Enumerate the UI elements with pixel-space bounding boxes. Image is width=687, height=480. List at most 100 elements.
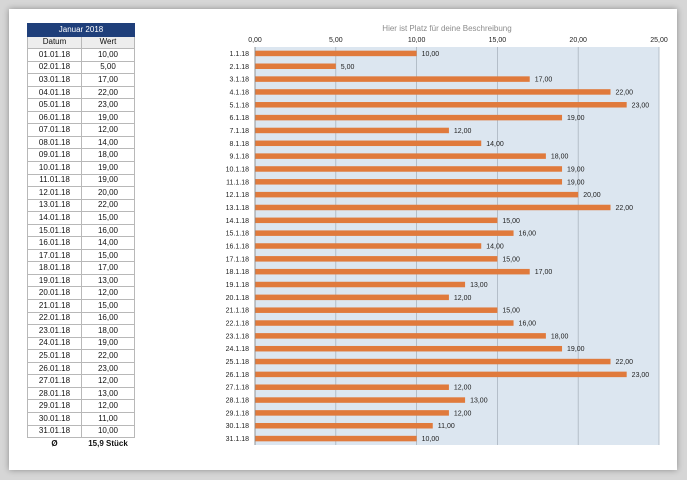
bar: [255, 345, 563, 352]
bar: [255, 63, 336, 70]
table-row: 12.01.18 20,00: [27, 186, 135, 200]
header-date[interactable]: Datum: [27, 35, 82, 50]
data-label: 16,00: [519, 321, 537, 328]
table-footer-row: Ø 15,9 Stück: [28, 438, 135, 450]
data-label: 15,00: [502, 218, 520, 225]
table-row: 06.01.18 19,00: [27, 110, 135, 125]
table-title-row: Januar 2018: [27, 23, 135, 37]
x-tick-label: 0,00: [248, 37, 262, 44]
data-label: 12,00: [454, 295, 472, 302]
data-label: 14,00: [486, 141, 504, 148]
data-table: Januar 2018 Datum Wert 01.01.18 10,00 02.0…: [27, 23, 135, 450]
category-label: 18.1.18: [226, 269, 249, 276]
category-label: 22.1.18: [226, 321, 249, 328]
bar: [255, 333, 546, 339]
table-row: 25.01.18 22,00: [27, 349, 135, 363]
category-label: 10.1.18: [226, 166, 249, 173]
table-row: 23.01.18 18,00: [27, 324, 135, 338]
data-label: 13,00: [470, 398, 488, 405]
data-label: 11,00: [438, 423, 455, 430]
data-label: 23,00: [632, 102, 650, 109]
category-label: 27.1.18: [226, 385, 249, 392]
category-label: 3.1.18: [230, 77, 250, 84]
table-row: 30.01.18 11,00: [27, 411, 135, 426]
bar: [255, 320, 514, 326]
data-label: 18,00: [551, 154, 569, 161]
bar: [255, 230, 514, 236]
x-tick-label: 20,00: [569, 37, 587, 44]
category-label: 16.1.18: [226, 244, 249, 251]
category-label: 11.1.18: [226, 179, 249, 186]
category-label: 20.1.18: [226, 295, 249, 302]
category-label: 2.1.18: [230, 64, 250, 71]
table-row: 02.01.18 5,00: [27, 60, 135, 75]
bar: [255, 166, 563, 172]
bar: [255, 50, 417, 57]
table-row: 11.01.18 19,00: [27, 173, 135, 188]
data-label: 19,00: [567, 179, 585, 186]
bar: [255, 179, 563, 185]
data-label: 15,00: [502, 256, 520, 263]
category-label: 15.1.18: [226, 231, 249, 238]
bar: [255, 281, 466, 288]
bar: [255, 114, 563, 121]
table-row: 19.01.18 13,00: [27, 273, 135, 288]
value-cell[interactable]: 10,00: [81, 424, 135, 439]
bar: [255, 76, 530, 82]
chart-title: Hier ist Platz für deine Beschreibung: [382, 24, 511, 33]
category-label: 9.1.18: [230, 154, 250, 161]
category-label: 25.1.18: [226, 359, 249, 366]
average-symbol: Ø: [51, 438, 58, 448]
table-row: 04.01.18 22,00: [27, 85, 135, 100]
data-label: 10,00: [422, 51, 440, 58]
category-label: 5.1.18: [230, 102, 250, 109]
bar: [255, 191, 579, 198]
category-label: 7.1.18: [230, 128, 250, 135]
category-label: 29.1.18: [226, 410, 249, 417]
category-label: 1.1.18: [230, 51, 250, 58]
table-row: 31.01.18 10,00: [27, 424, 135, 439]
average-value[interactable]: 15,9 Stück: [88, 438, 128, 448]
category-label: 4.1.18: [230, 89, 250, 96]
bar: [255, 243, 482, 249]
data-label: 23,00: [632, 372, 650, 379]
data-label: 17,00: [535, 77, 553, 84]
x-tick-label: 15,00: [489, 37, 507, 44]
data-label: 13,00: [470, 282, 488, 289]
category-label: 12.1.18: [226, 192, 249, 199]
bar: [255, 256, 498, 262]
bar-chart[interactable]: Hier ist Platz für deine Beschreibung 0,0…: [9, 9, 677, 470]
bar: [255, 89, 611, 95]
data-label: 10,00: [422, 436, 440, 443]
data-label: 22,00: [616, 359, 634, 366]
data-label: 19,00: [567, 115, 585, 122]
category-label: 8.1.18: [230, 141, 250, 148]
data-label: 22,00: [616, 89, 634, 96]
category-label: 21.1.18: [226, 308, 249, 315]
table-row: 13.01.18 22,00: [27, 198, 135, 213]
bar: [255, 294, 449, 301]
bar: [255, 435, 417, 442]
category-label: 23.1.18: [226, 333, 249, 340]
data-label: 19,00: [567, 166, 585, 173]
table-body: 01.01.18 10,00 02.01.18 5,00 03.01.18 17,00 04…: [27, 48, 135, 439]
category-label: 26.1.18: [226, 372, 249, 379]
data-label: 12,00: [454, 385, 472, 392]
bar: [255, 153, 546, 159]
data-label: 22,00: [616, 205, 634, 212]
bar: [255, 422, 433, 429]
x-tick-label: 25,00: [650, 37, 668, 44]
table-row: 14.01.18 15,00: [27, 211, 135, 225]
data-label: 12,00: [454, 410, 472, 417]
x-tick-label: 10,00: [408, 37, 426, 44]
table-title[interactable]: Januar 2018: [27, 23, 135, 37]
bar: [255, 384, 449, 390]
bar: [255, 410, 449, 416]
x-tick-label: 5,00: [329, 37, 343, 44]
value-cell[interactable]: 20,00: [81, 186, 135, 200]
data-label: 20,00: [583, 192, 601, 199]
category-label: 31.1.18: [226, 436, 249, 443]
data-label: 14,00: [486, 244, 504, 251]
value-cell[interactable]: 14,00: [81, 135, 135, 150]
bar: [255, 127, 449, 134]
